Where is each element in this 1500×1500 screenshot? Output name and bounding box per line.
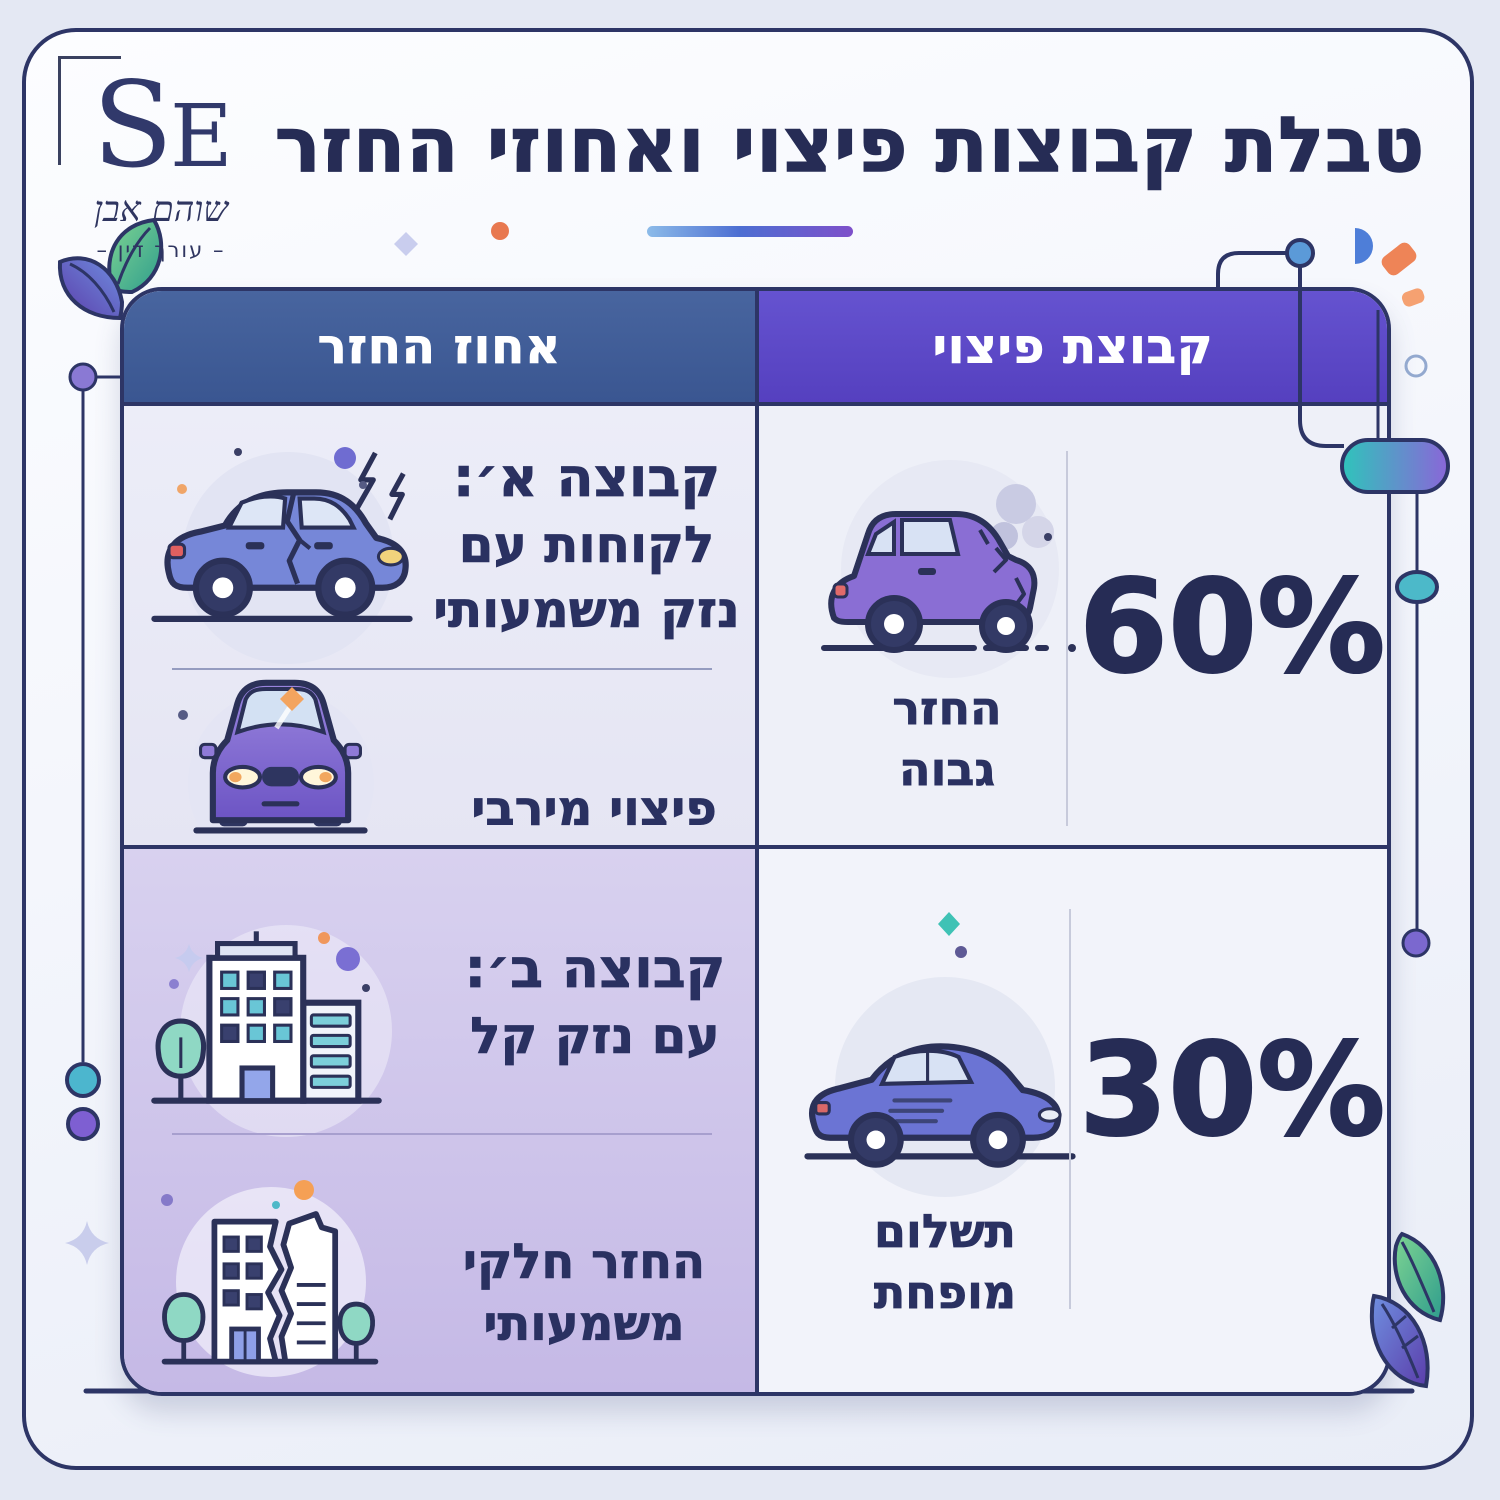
cell-row1-group: החזר גבוה 60% [759,406,1387,845]
brand-name: שוהם אבן [93,189,228,230]
title-underline [647,226,853,237]
header-refund-label: אחוז החזר [317,318,562,375]
subrow-divider [172,668,712,670]
group-a-subcaption: פיצוי מירבי [471,781,717,838]
group-a-result-caption: החזר גבוה [892,681,1002,797]
percent-divider [1066,451,1068,826]
cell-row1-refund: קבוצה א׳: לקוחות עם נזק משמעותי [124,406,755,876]
brand-role: – עורך דין – [96,237,226,262]
row-border [124,402,1387,406]
group-b-desc: עם נזק קל [470,1007,720,1066]
logo-bracket-icon [58,56,121,165]
group-a-heading: קבוצה א׳: [452,446,721,510]
header-comp-group: קבוצת פיצוי [759,291,1387,402]
compensation-table: אחוז החזר קבוצת פיצוי [120,287,1391,1396]
car-side-icon [795,999,1085,1175]
page-title: טבלת קבוצות פיצוי ואחוזי החזר [274,99,1426,190]
percent-value-30: 30% [1078,1016,1386,1165]
damaged-car-side-icon [142,440,422,638]
percent-value-60: 60% [1078,553,1386,702]
percent-divider [1069,909,1071,1309]
brand-initials: SE [92,56,233,194]
cracked-building-icon [155,1187,385,1379]
header-refund-percent: אחוז החזר [124,291,755,402]
column-border [755,291,759,1392]
group-b-text: קבוצה ב׳: עם נזק קל [460,937,730,1069]
group-b-subcaption: החזר חלקי משמעותי [462,1234,706,1353]
crashed-smoking-car-icon [810,468,1090,668]
group-b-result-caption: תשלום מופחת [873,1204,1017,1320]
cell-row2-group: תשלום מופחת 30% [759,849,1387,1392]
group-a-desc: לקוחות עם נזק משמעותי [433,516,740,640]
city-building-icon [144,915,389,1119]
group-a-text: קבוצה א׳: לקוחות עם נזק משמעותי [424,446,749,643]
header-group-label: קבוצת פיצוי [932,318,1214,375]
row-border [124,845,1387,849]
cell-row2-refund: קבוצה ב׳: עם נזק קל [124,849,755,1392]
brand-logo: SE שוהם אבן – עורך דין – [56,50,266,262]
subrow-divider [172,1133,712,1135]
group-b-heading: קבוצה ב׳: [464,937,726,1001]
car-front-icon [178,658,383,843]
